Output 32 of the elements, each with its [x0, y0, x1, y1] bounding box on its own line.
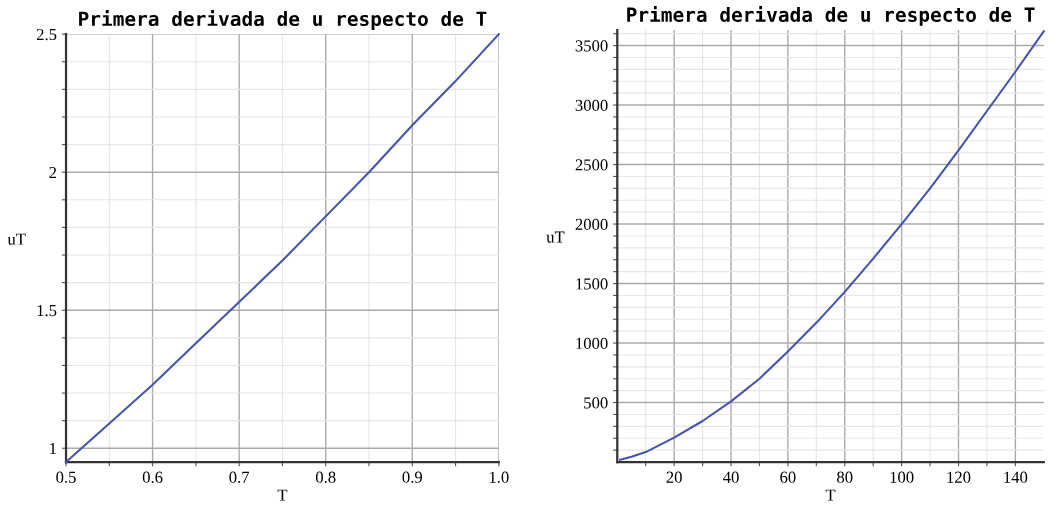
y-tick-label: 1.5 [37, 305, 57, 317]
y-tick-label: 3500 [575, 40, 608, 52]
y-tick-label: 2500 [575, 159, 608, 171]
y-tick-label: 3000 [575, 99, 608, 112]
x-tick-label: 60 [780, 471, 796, 483]
y-axis-title: uT [7, 233, 26, 245]
x-tick-label: 0.9 [402, 471, 423, 483]
x-tick-label: 0.6 [142, 471, 163, 483]
x-tick-label: 40 [723, 471, 739, 483]
y-tick-label: 1000 [576, 337, 608, 350]
y-tick-label: 1 [50, 443, 56, 455]
x-tick-label: 0.7 [229, 471, 250, 483]
y-axis-title: uT [546, 231, 565, 243]
x-tick-label: 1.0 [489, 471, 509, 483]
x-tick-label: 100 [890, 471, 914, 483]
y-tick-label: 2 [49, 166, 57, 178]
x-tick-label: 0.5 [56, 471, 76, 483]
x-tick-label: 80 [837, 471, 853, 483]
chart-title: Primera derivada de u respecto de T [79, 10, 487, 30]
line-series [64, 33, 500, 464]
x-tick-label: 120 [947, 471, 971, 483]
line-series [619, 30, 1045, 461]
y-tick-label: 1500 [576, 278, 608, 290]
x-tick-label: 0.8 [315, 471, 336, 483]
y-tick-label: 2.5 [36, 28, 57, 41]
x-tick-label: 20 [666, 471, 682, 483]
y-tick-label: 500 [584, 397, 608, 409]
x-axis-title: T [277, 489, 288, 501]
x-tick-label: 140 [1004, 471, 1028, 483]
y-tick-label: 2000 [575, 218, 608, 231]
chart-title: Primera derivada de u respecto de T [627, 5, 1035, 26]
x-axis-title: T [825, 489, 836, 501]
